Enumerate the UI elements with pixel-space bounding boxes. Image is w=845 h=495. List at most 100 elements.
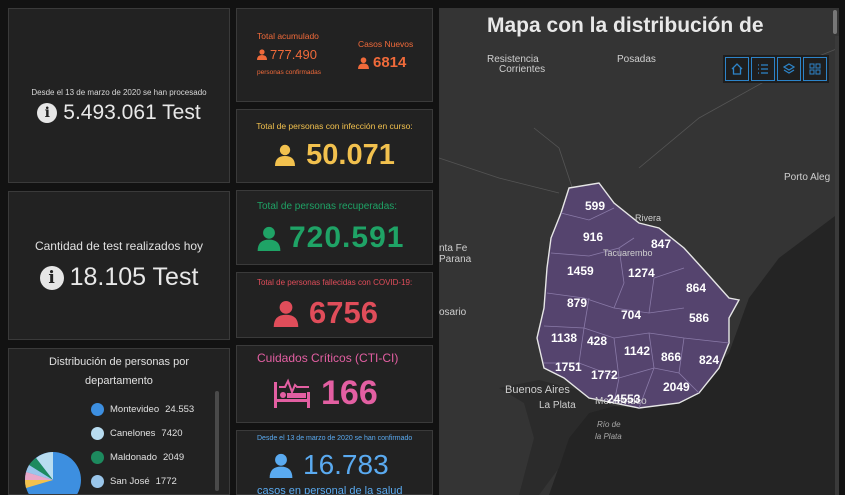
- map-title-scrollbar[interactable]: [833, 10, 837, 34]
- person-icon: [275, 144, 296, 166]
- border-line: [533, 127, 575, 194]
- department-count-maldonado[interactable]: 2049: [663, 380, 690, 394]
- department-count-montevideo[interactable]: 24553: [607, 392, 641, 406]
- city-label-montevideo: Montevideo: [595, 396, 647, 407]
- city-label-posadas: Posadas: [617, 54, 656, 65]
- map-canvas[interactable]: [439, 8, 839, 495]
- department-count-san-jose[interactable]: 1772: [591, 368, 618, 382]
- city-label-parana: Parana: [439, 254, 472, 265]
- city-label-rio-de-la-plata: la Plata: [595, 432, 622, 441]
- city-label-santa-fe: nta Fe: [439, 243, 468, 254]
- department-count-rio-negro[interactable]: 879: [567, 296, 588, 310]
- department-borders: [543, 207, 730, 409]
- legend-item[interactable]: Maldonado 2049: [91, 445, 194, 469]
- legend-label: Montevideo: [110, 403, 160, 415]
- legend-scrollbar[interactable]: [215, 391, 219, 491]
- map-scrollbar[interactable]: [835, 36, 839, 495]
- department-count-florida[interactable]: 1142: [624, 344, 651, 358]
- department-count-rocha[interactable]: 824: [699, 353, 720, 367]
- legend-value: 2049: [163, 451, 185, 463]
- person-icon: [269, 453, 293, 478]
- city-label-corrientes: Corrientes: [499, 64, 546, 75]
- legend-swatch: [91, 474, 104, 488]
- map-toolbar: [723, 55, 829, 83]
- legend-value: 1772: [155, 475, 177, 487]
- pie-slice-other: [24, 472, 53, 480]
- city-label-porto-alegre: Porto Aleg: [784, 172, 831, 183]
- person-icon: [273, 300, 299, 327]
- legend-swatch: [91, 426, 104, 440]
- critical-value: 166: [321, 374, 378, 412]
- river-plate: [499, 380, 614, 495]
- legend-swatch: [91, 402, 104, 416]
- hospital-bed-icon: [274, 377, 310, 408]
- deceased-label: Total de personas fallecidas con COVID-1…: [257, 278, 413, 287]
- legend-item[interactable]: Montevideo 24.553: [91, 397, 194, 421]
- deceased-value: 6756: [309, 295, 378, 330]
- department-count-paysandu[interactable]: 1459: [567, 264, 594, 278]
- legend-item[interactable]: Canelones 7420: [91, 421, 194, 445]
- distribution-panel: Distribución de personas por departament…: [8, 348, 230, 495]
- city-label-tacuarembo: Tacuarembo: [603, 248, 653, 258]
- department-count-colonia[interactable]: 1751: [555, 360, 582, 374]
- department-count-artigas[interactable]: 599: [585, 199, 606, 213]
- legend-swatch: [91, 450, 104, 464]
- pie-slice-canelones: [36, 452, 53, 480]
- tests-total-caption: Desde el 13 de marzo de 2020 se han proc…: [31, 88, 207, 97]
- active-label: Total de personas con infección en curso…: [256, 120, 413, 131]
- department-count-rivera[interactable]: 847: [651, 237, 672, 251]
- accumulated-value: 777.490: [270, 47, 317, 62]
- city-label-buenos-aires: Buenos Aires: [505, 384, 570, 396]
- city-label-resistencia: Resistencia: [487, 54, 539, 65]
- info-icon: i: [39, 265, 64, 290]
- home-button[interactable]: [725, 57, 749, 81]
- grid-icon: [809, 63, 821, 75]
- legend-button[interactable]: [751, 57, 775, 81]
- person-icon: [358, 56, 369, 69]
- legend-label: Canelones: [110, 427, 156, 439]
- distribution-title: Distribución de personas por departament…: [48, 356, 190, 387]
- info-icon: i: [37, 103, 58, 123]
- department-count-soriano[interactable]: 1138: [551, 331, 578, 345]
- tests-total-panel: Desde el 13 de marzo de 2020 se han proc…: [8, 8, 230, 183]
- health-staff-value: 16.783: [303, 449, 389, 480]
- department-count-lavalleja[interactable]: 866: [661, 350, 682, 364]
- distribution-pie: [24, 452, 81, 494]
- basemap-button[interactable]: [803, 57, 827, 81]
- active-value: 50.071: [306, 138, 395, 171]
- recovered-label: Total de personas recuperadas:: [257, 201, 398, 212]
- pie-slice-maldonado: [29, 458, 53, 480]
- home-icon: [731, 63, 743, 75]
- critical-label: Cuidados Críticos (CTI-CI): [257, 351, 399, 365]
- department-count-cerro-largo[interactable]: 864: [686, 281, 707, 295]
- legend-value: 24.553: [165, 403, 195, 415]
- sea-area: [549, 213, 839, 495]
- department-count-treinta-y-tres[interactable]: 586: [689, 311, 710, 325]
- department-count-flores[interactable]: 428: [587, 334, 608, 348]
- city-label-rio-de-la-plata: Río de: [597, 420, 621, 429]
- active-panel: Total de personas con infección en curso…: [236, 109, 433, 183]
- map-title: Mapa con la distribución de: [487, 14, 764, 37]
- department-count-salto[interactable]: 916: [583, 230, 604, 244]
- map-panel[interactable]: Mapa con la distribución de Resistencia …: [439, 8, 839, 495]
- tests-today-panel: Cantidad de test realizados hoy i 18.105…: [8, 191, 230, 340]
- health-staff-sub: casos en personal de la salud: [257, 485, 403, 495]
- list-icon: [758, 64, 768, 74]
- tests-total-value: 5.493.061 Test: [63, 101, 201, 124]
- health-staff-label: Desde el 13 de marzo de 2020 se han conf…: [257, 435, 413, 442]
- city-label-rosario: osario: [439, 307, 467, 318]
- health-staff-panel: Desde el 13 de marzo de 2020 se han conf…: [236, 430, 433, 495]
- recovered-value: 720.591: [289, 221, 405, 254]
- city-label-rivera: Rivera: [635, 213, 662, 223]
- city-label-la-plata: La Plata: [539, 400, 576, 411]
- department-count-durazno[interactable]: 704: [621, 308, 642, 322]
- department-count-tacuarembo[interactable]: 1274: [628, 266, 655, 280]
- deceased-panel: Total de personas fallecidas con COVID-1…: [236, 272, 433, 338]
- legend-item[interactable]: San José 1772: [91, 469, 194, 493]
- new-cases-label: Casos Nuevos: [358, 39, 414, 49]
- tests-today-value: 18.105 Test: [69, 263, 199, 291]
- critical-care-panel: Cuidados Críticos (CTI-CI) 166: [236, 345, 433, 423]
- legend-value: 7420: [161, 427, 183, 439]
- layers-button[interactable]: [777, 57, 801, 81]
- accumulated-panel: Total acumulado 777.490 personas confirm…: [236, 8, 433, 102]
